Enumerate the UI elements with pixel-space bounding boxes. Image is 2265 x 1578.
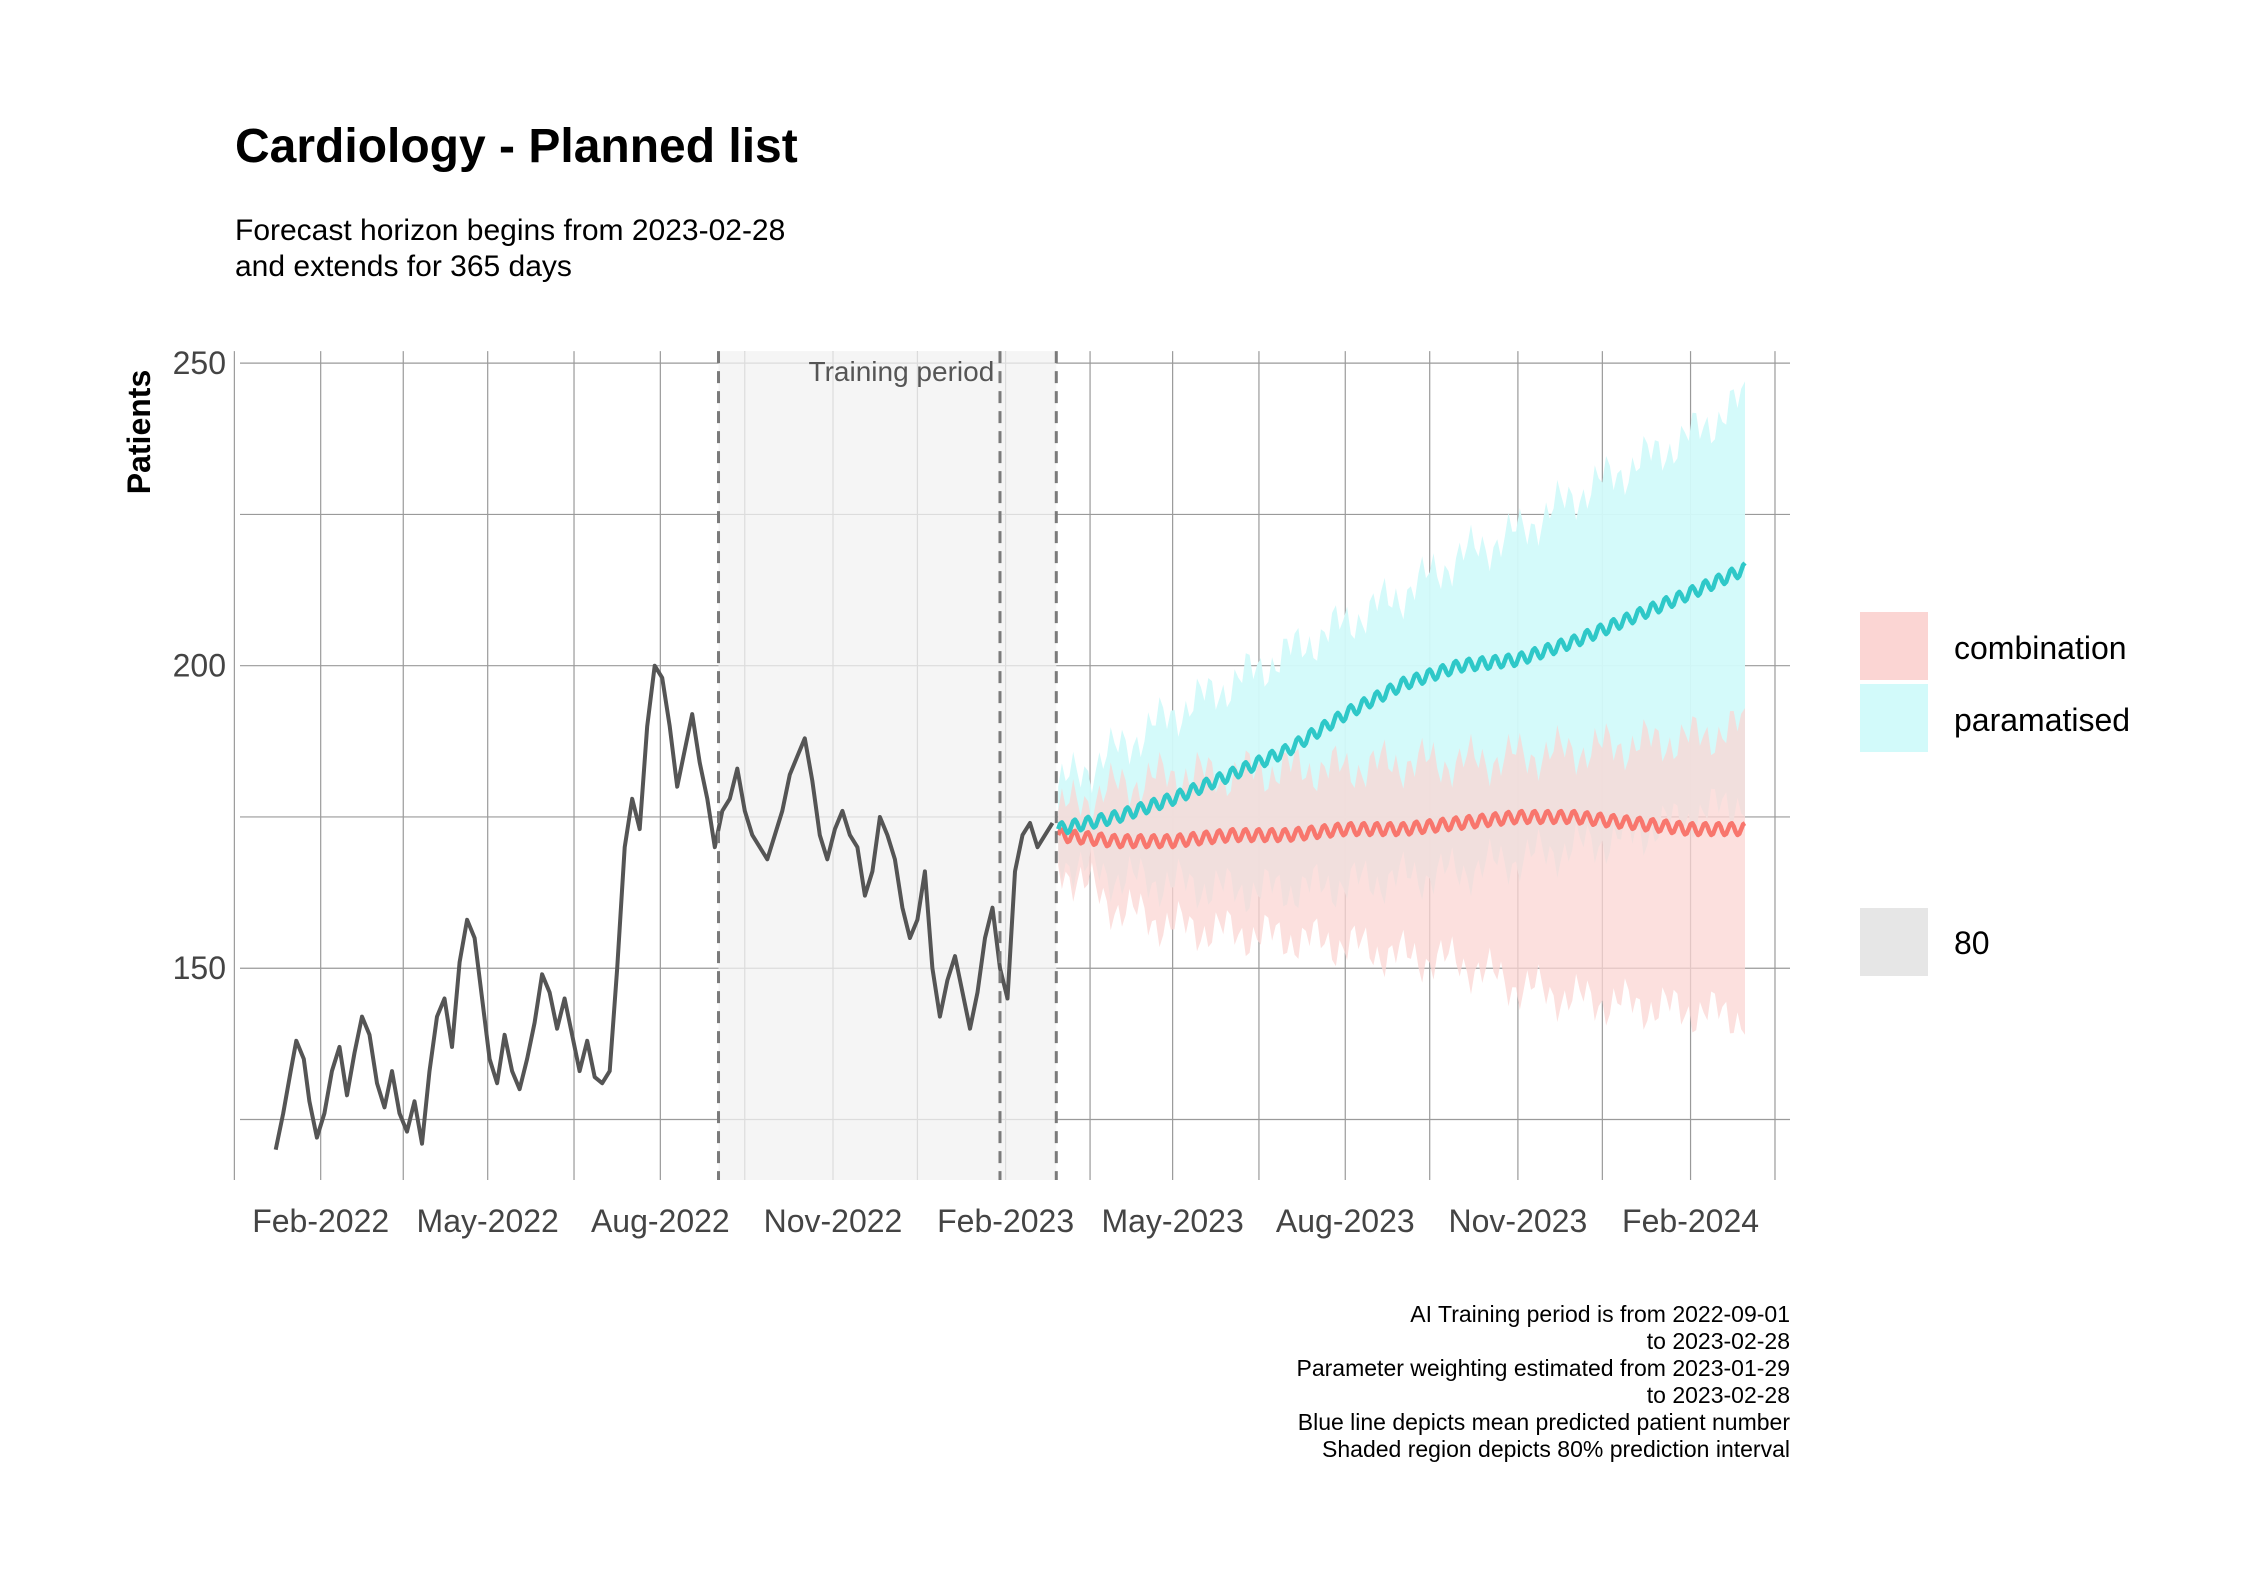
legend-label-combination: combination [1954,630,2127,666]
training-period-markers [717,351,1058,1180]
ribbon-combination [1058,708,1745,1035]
x-tick-label: Feb-2024 [1622,1203,1759,1239]
x-tick-label: May-2023 [1101,1203,1243,1239]
x-tick-label: Aug-2022 [591,1203,730,1239]
legend-label-paramatised: paramatised [1954,702,2130,738]
series-line-combination [1056,808,1747,850]
prediction-ribbons [1058,381,1745,1035]
x-tick-label: Nov-2023 [1449,1203,1588,1239]
chart-subtitle-line-1: Forecast horizon begins from 2023-02-28 [235,214,785,247]
x-tick-label: Nov-2022 [764,1203,903,1239]
chart-subtitle-line-2: and extends for 365 days [235,250,572,283]
x-tick-label: Feb-2022 [252,1203,389,1239]
legend-label-interval: 80 [1954,925,1990,961]
legend-swatch-paramatised [1860,684,1928,752]
plot-area: Training period [233,351,1790,1180]
caption-line-6: Shaded region depicts 80% prediction int… [1322,1436,1790,1462]
series-line-observed [273,663,1055,1151]
caption-line-1: AI Training period is from 2022-09-01 [1410,1301,1790,1327]
training-period-label: Training period [809,356,995,387]
series-lines [273,561,1747,1151]
training-period-band [718,351,1057,1180]
x-axis-ticks: Feb-2022 May-2022 Aug-2022 Nov-2022 Feb-2023… [252,1203,1759,1239]
x-tick-label: Feb-2023 [937,1203,1074,1239]
y-axis-label: Patients [121,370,157,494]
chart-title: Cardiology - Planned list [235,120,798,173]
y-axis-ticks: 150 200 250 [173,345,226,986]
training-period-shade [718,351,1057,1180]
caption-line-4: to 2023-02-28 [1647,1382,1790,1408]
legend: combination paramatised 80 [1860,612,2130,976]
x-tick-label: Aug-2023 [1276,1203,1415,1239]
legend-swatch-interval [1860,908,1928,976]
caption-line-5: Blue line depicts mean predicted patient… [1298,1409,1791,1435]
caption-line-2: to 2023-02-28 [1647,1328,1790,1354]
x-tick-label: May-2022 [417,1203,559,1239]
caption-line-3: Parameter weighting estimated from 2023-… [1297,1355,1790,1381]
legend-swatch-combination [1860,612,1928,680]
y-tick-label: 200 [173,648,226,684]
y-tick-label: 150 [173,950,226,986]
y-tick-label: 250 [173,345,226,381]
series-line-paramatised [1056,561,1747,836]
chart-caption: AI Training period is from 2022-09-01 to… [1297,1301,1791,1462]
